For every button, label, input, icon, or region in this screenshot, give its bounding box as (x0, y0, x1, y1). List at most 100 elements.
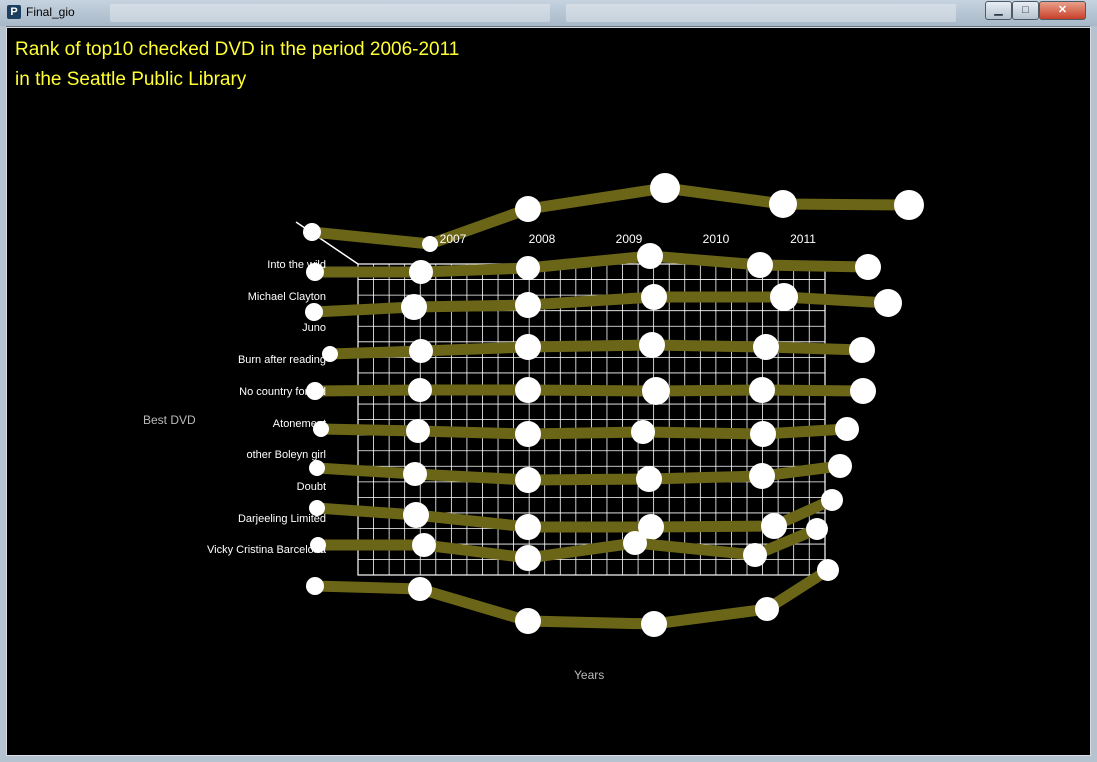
chart-subtitle: in the Seattle Public Library (15, 69, 247, 90)
rank-marker (806, 518, 828, 540)
row-label: Vicky Cristina Barcelona (207, 544, 327, 556)
window-border-bottom (0, 755, 1097, 762)
rank-marker (516, 256, 540, 280)
rank-marker (515, 421, 541, 447)
rank-line (306, 182, 915, 250)
rank-line (311, 494, 838, 533)
row-label: Into the wild (267, 259, 326, 271)
row-label: Burn after reading (238, 354, 326, 366)
y-axis-label: Best DVD (143, 413, 196, 427)
rank-marker (753, 334, 779, 360)
rank-line (312, 523, 823, 564)
rank-marker (412, 533, 436, 557)
rank-marker (306, 382, 324, 400)
rank-marker (309, 500, 325, 516)
rank-marker (755, 597, 779, 621)
rank-series-line (306, 377, 876, 405)
window-titlebar[interactable]: P Final_gio ▁ □ ✕ (0, 0, 1097, 26)
rank-marker (642, 377, 670, 405)
minimize-icon[interactable]: ▁ (985, 1, 1012, 20)
rank-marker (403, 502, 429, 528)
rank-marker (835, 417, 859, 441)
rank-marker (401, 294, 427, 320)
rank-marker (303, 223, 321, 241)
chart-title: Rank of top10 checked DVD in the period … (15, 39, 459, 60)
rank-series-line (306, 559, 839, 637)
rank-marker (761, 513, 787, 539)
rank-marker (750, 421, 776, 447)
rank-series-line (303, 173, 924, 252)
rank-marker (749, 463, 775, 489)
row-label: Doubt (297, 481, 326, 493)
rank-marker (641, 284, 667, 310)
rank-series-line (309, 489, 843, 540)
rank-marker (313, 421, 329, 437)
rank-marker (874, 289, 902, 317)
rank-marker (305, 303, 323, 321)
rank-marker (515, 334, 541, 360)
rank-marker (743, 543, 767, 567)
rank-line (309, 250, 874, 278)
rank-marker (637, 243, 663, 269)
row-label: Juno (302, 322, 326, 334)
rank-line (311, 460, 846, 486)
rank-series-line (309, 454, 852, 493)
rank-marker (515, 377, 541, 403)
rank-series-line (306, 243, 881, 284)
rank-marker (828, 454, 852, 478)
x-tick-label: 2009 (616, 232, 643, 246)
rank-series (303, 173, 924, 637)
rank-marker (631, 420, 655, 444)
rank-marker (408, 378, 432, 402)
rank-marker (749, 377, 775, 403)
rank-series-line (310, 518, 828, 571)
rank-line (324, 339, 868, 360)
x-tick-label: 2010 (703, 232, 730, 246)
rank-series-line (305, 283, 902, 321)
rank-marker (309, 460, 325, 476)
rank-marker (422, 236, 438, 252)
rank-marker (409, 260, 433, 284)
rank-marker (855, 254, 881, 280)
rank-marker (817, 559, 839, 581)
rank-line (309, 564, 834, 630)
rank-marker (306, 577, 324, 595)
chart-labels: 2007 2008 2009 2010 2011 Into the wild Michael… (207, 232, 816, 556)
rank-marker (515, 467, 541, 493)
rank-marker (623, 531, 647, 555)
processing-app-icon: P (7, 5, 21, 19)
rank-marker (406, 419, 430, 443)
rank-marker (770, 283, 798, 311)
rank-marker (515, 514, 541, 540)
x-tick-label: 2011 (790, 232, 816, 246)
background-window-ghost (110, 4, 550, 22)
rank-line (308, 291, 894, 318)
x-tick-label: 2007 (440, 232, 467, 246)
rank-marker (306, 263, 324, 281)
rank-marker (408, 577, 432, 601)
row-label: No country for old (239, 386, 326, 398)
rank-marker (894, 190, 924, 220)
rank-marker (747, 252, 773, 278)
maximize-icon[interactable]: □ (1012, 1, 1039, 20)
row-label: Atonement (273, 418, 326, 430)
x-axis-label: Years (574, 668, 604, 682)
rank-series-line (313, 417, 859, 447)
rank-marker (650, 173, 680, 203)
window-border-right (1090, 26, 1097, 762)
rank-line (309, 384, 869, 397)
rank-marker (515, 292, 541, 318)
rank-line (315, 423, 853, 440)
rank-marker (310, 537, 326, 553)
close-icon[interactable]: ✕ (1039, 1, 1086, 20)
rank-series-line (322, 332, 875, 363)
rank-marker (639, 332, 665, 358)
rank-marker (641, 611, 667, 637)
rank-marker (403, 462, 427, 486)
rank-marker (515, 196, 541, 222)
background-window-ghost (566, 4, 956, 22)
rank-marker (850, 378, 876, 404)
rank-marker (821, 489, 843, 511)
